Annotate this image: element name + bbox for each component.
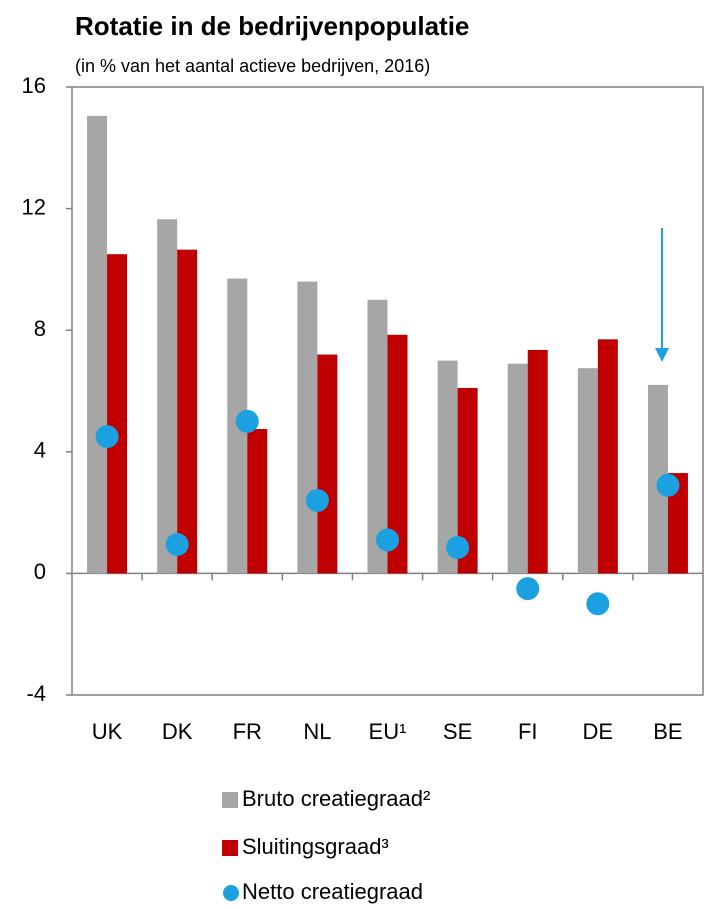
bar (367, 299, 388, 574)
bar (667, 473, 688, 574)
dot (656, 473, 680, 497)
dot (586, 592, 610, 616)
bar (387, 334, 408, 574)
dot (446, 536, 470, 560)
arrow-head (655, 348, 669, 362)
dot (376, 528, 399, 552)
y-tick-label: -4 (26, 681, 46, 706)
bar (507, 363, 528, 574)
bar (247, 429, 268, 574)
dot (95, 425, 119, 449)
x-tick-label: NL (303, 719, 331, 744)
dot (235, 409, 259, 433)
legend-label: Sluitingsgraad³ (242, 834, 389, 859)
y-tick-label: 12 (22, 194, 46, 219)
bar (87, 115, 108, 574)
x-tick-label: UK (92, 719, 123, 744)
x-tick-label: EU¹ (369, 719, 407, 744)
bar (297, 281, 318, 574)
dot (165, 533, 189, 557)
bar (157, 219, 178, 574)
legend-swatch (222, 792, 238, 808)
bar (647, 384, 668, 574)
legend-swatch (223, 885, 239, 901)
legend-label: Netto creatiegraad (242, 879, 423, 904)
bar (457, 387, 478, 574)
x-tick-label: DK (162, 719, 193, 744)
dot (305, 488, 329, 512)
x-tick-label: BE (653, 719, 682, 744)
y-tick-label: 0 (34, 559, 46, 584)
chart-title: Rotatie in de bedrijvenpopulatie (75, 11, 469, 41)
bar (527, 349, 548, 574)
dot (516, 577, 540, 601)
x-tick-label: DE (583, 719, 614, 744)
y-tick-label: 8 (34, 316, 46, 341)
x-tick-label: FR (233, 719, 262, 744)
bar (597, 339, 618, 574)
chart-subtitle: (in % van het aantal actieve bedrijven, … (75, 56, 430, 76)
plot-frame (71, 86, 704, 696)
bar (437, 360, 458, 574)
bar (577, 368, 598, 574)
bar (107, 254, 128, 574)
bar (177, 249, 198, 574)
x-tick-label: SE (443, 719, 472, 744)
y-tick-label: 16 (22, 73, 46, 98)
x-tick-label: FI (518, 719, 538, 744)
y-tick-label: 4 (34, 438, 46, 463)
legend-swatch (222, 840, 238, 856)
legend-label: Bruto creatiegraad² (242, 786, 430, 811)
bar (317, 354, 338, 574)
